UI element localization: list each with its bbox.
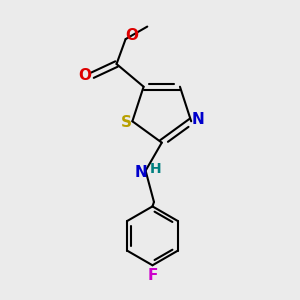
Text: O: O xyxy=(79,68,92,83)
Text: N: N xyxy=(191,112,204,127)
Text: N: N xyxy=(135,165,148,180)
Text: S: S xyxy=(120,115,131,130)
Text: H: H xyxy=(150,162,162,176)
Text: F: F xyxy=(147,268,158,283)
Text: O: O xyxy=(125,28,138,43)
